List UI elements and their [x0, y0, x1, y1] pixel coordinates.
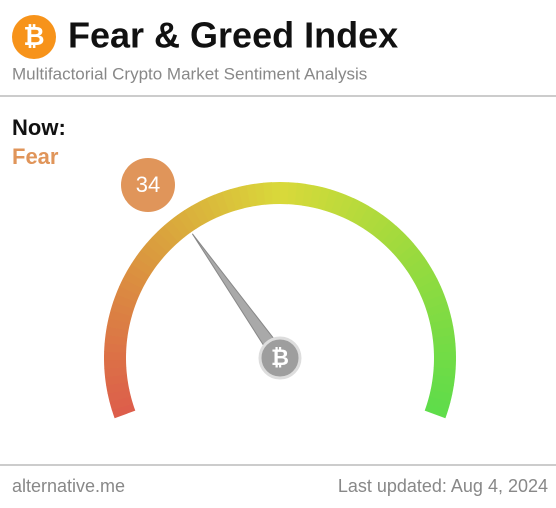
gauge-arc-segment: [111, 403, 136, 419]
gauge-arc-segment: [106, 381, 130, 394]
gauge-arc-segment: [381, 225, 403, 248]
gauge-arc-segment: [206, 194, 223, 219]
bitcoin-symbol: ₿: [23, 21, 44, 51]
gauge-arc-segment: [110, 301, 135, 317]
gauge-arc-segment: [431, 326, 455, 339]
gauge-arc-segment: [424, 403, 449, 419]
gauge-arc-segment: [177, 210, 197, 234]
gauge-arc-segment: [417, 278, 441, 296]
gauge-arc-segment: [433, 367, 456, 378]
gauge-arc-segment: [263, 182, 274, 205]
gauge-arc-segment: [214, 191, 230, 216]
value-label: 34: [136, 172, 160, 197]
gauge-arc-segment: [131, 256, 155, 276]
gauge-arc-segment: [302, 183, 314, 207]
gauge-arc-segment: [401, 250, 425, 271]
value-badge: [121, 158, 175, 212]
bitcoin-logo: [12, 15, 56, 59]
gauge-arc-segment: [198, 197, 216, 222]
gauge-arc-segment: [426, 396, 451, 411]
gauge-arc-segment: [309, 185, 323, 209]
title: Fear & Greed Index: [68, 15, 398, 56]
gauge-arc-segment: [423, 294, 448, 310]
gauge-arc-segment: [414, 271, 438, 290]
gauge-arc-segment: [191, 201, 210, 226]
gauge-arc-segment: [323, 189, 339, 213]
gauge-arc-segment: [105, 374, 128, 386]
gauge-arc-segment: [221, 189, 237, 213]
gauge-arc-segment: [430, 382, 454, 395]
gauge-arc-segment: [115, 286, 140, 303]
gauge-arc-segment: [357, 205, 377, 230]
gauge-arc-segment: [113, 293, 137, 310]
hub-symbol: ₿: [271, 345, 289, 370]
needle-hub: [258, 336, 302, 380]
gauge-arc-segment: [157, 225, 179, 248]
gauge-arc-segment: [184, 205, 203, 229]
gauge-arc-segment: [430, 318, 454, 332]
gauge-arc-segment: [104, 366, 127, 378]
gauge-arc-segment: [337, 194, 355, 219]
gauge-arc-segment: [163, 219, 185, 243]
gauge-arc-segment: [146, 237, 169, 259]
subtitle: Multifactorial Crypto Market Sentiment A…: [12, 64, 367, 83]
gauge-arc-segment: [316, 187, 331, 211]
gauge-arc-segment: [151, 231, 174, 253]
gauge-arc-segment: [406, 257, 430, 277]
gauge-arc-segment: [230, 186, 244, 211]
gauge-arc-segment: [254, 182, 266, 206]
gauge-arc-segment: [104, 334, 128, 346]
gauge-arc-segment: [428, 389, 453, 403]
gauge-arc-segment: [426, 302, 450, 317]
gauge-arc-segment: [432, 335, 456, 346]
gauge-arc-segment: [122, 270, 147, 289]
gauge: ₿ 34: [104, 158, 456, 419]
gauge-arc-segment: [386, 231, 409, 253]
gauge-arc-segment: [410, 264, 434, 283]
gauge-arc-segment: [369, 215, 390, 238]
gauge-arc-segment: [420, 286, 445, 303]
source: alternative.me: [12, 476, 125, 496]
gauge-arc-segment: [126, 263, 150, 283]
gauge-arc-segment: [392, 237, 415, 259]
gauge-arc-segment: [428, 310, 452, 324]
gauge-arc-segment: [344, 198, 362, 222]
gauge-arc-segment: [109, 396, 133, 411]
gauge-arc-segment: [105, 326, 129, 338]
gauge-arc-segment: [108, 309, 132, 324]
gauge-arc-segment: [106, 317, 131, 331]
gauge-arc-segment: [397, 243, 420, 265]
gauge-arc-segment: [351, 201, 370, 226]
gauge-arc-segment: [375, 220, 397, 243]
classification: Fear: [12, 144, 59, 169]
gauge-arc-segment: [140, 243, 164, 264]
last-updated: Last updated: Aug 4, 2024: [338, 476, 548, 496]
gauge-arc-segment: [246, 183, 259, 207]
gauge-arc-segment: [330, 191, 347, 216]
gauge-arc-segment: [287, 182, 298, 205]
gauge-arc-segment: [363, 210, 384, 234]
gauge-arc-segment: [119, 278, 143, 296]
gauge-arc-segment: [135, 249, 159, 270]
gauge-arc-segment: [432, 374, 455, 386]
gauge-arc-segment: [107, 388, 131, 403]
gauge-arc-segment: [294, 182, 306, 206]
gauge-arc-segment: [170, 214, 191, 238]
now-label: Now:: [12, 115, 66, 140]
gauge-arc-segment: [238, 185, 252, 209]
